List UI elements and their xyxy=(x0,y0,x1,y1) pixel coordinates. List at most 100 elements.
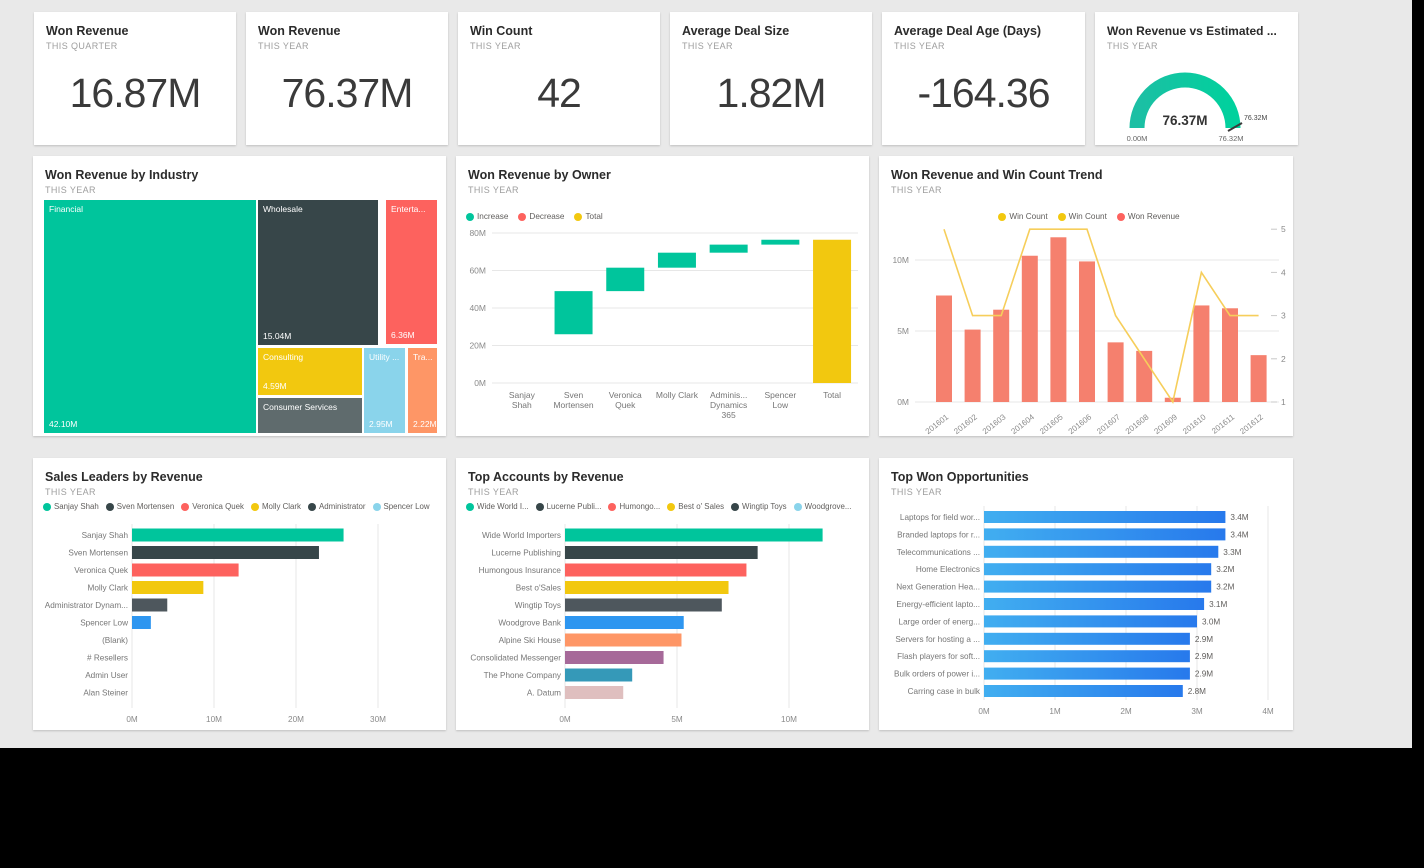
gauge-tile-won-vs-estimated[interactable]: Won Revenue vs Estimated ... THIS YEAR 7… xyxy=(1095,12,1298,145)
legend-item[interactable]: Wide World I... xyxy=(466,502,529,511)
bar[interactable] xyxy=(984,563,1212,576)
kpi-tile-won-revenue-quarter[interactable]: Won Revenue THIS QUARTER 16.87M xyxy=(34,12,236,145)
kpi-tile-average-deal-size[interactable]: Average Deal Size THIS YEAR 1.82M xyxy=(670,12,872,145)
x-category-label: Sanjay Shah xyxy=(509,390,536,410)
bar[interactable] xyxy=(565,616,684,629)
legend-item[interactable]: Administrator xyxy=(308,502,366,511)
bar[interactable] xyxy=(565,633,682,647)
kpi-value: 1.82M xyxy=(716,70,827,116)
combo-bar[interactable] xyxy=(1050,237,1067,402)
combo-bar[interactable] xyxy=(1222,308,1238,402)
combo-bar[interactable] xyxy=(1107,342,1124,402)
treemap-node[interactable]: Financial 42.10M xyxy=(44,200,256,433)
waterfall-bar[interactable] xyxy=(761,239,800,245)
legend-item[interactable]: Spencer Low xyxy=(372,502,430,511)
combo-bar[interactable] xyxy=(1079,261,1095,402)
combo-bar[interactable] xyxy=(1193,305,1210,402)
bar[interactable] xyxy=(984,615,1197,628)
legend-item[interactable]: Wingtip Toys xyxy=(731,502,787,511)
waterfall-bar[interactable] xyxy=(813,239,852,383)
legend-item[interactable]: Sven Mortensen xyxy=(105,502,174,511)
bar[interactable] xyxy=(565,581,729,594)
combo-bar[interactable] xyxy=(936,295,952,403)
waterfall-bar[interactable] xyxy=(554,291,593,335)
gauge-chart[interactable]: 76.37M 76.32M 0.00M 76.32M xyxy=(1101,52,1293,144)
gauge-max-label: 76.32M xyxy=(1218,134,1243,143)
treemap-node[interactable]: Utility ... 2.95M xyxy=(364,348,405,433)
legend-item[interactable]: Humongo... xyxy=(608,502,660,511)
bar-tile-sales-leaders[interactable]: Sales Leaders by Revenue THIS YEAR Sanja… xyxy=(33,458,446,730)
bar[interactable] xyxy=(984,511,1226,523)
waterfall-bar[interactable] xyxy=(709,244,748,253)
bar[interactable] xyxy=(565,686,624,699)
legend-item[interactable]: Molly Clark xyxy=(250,502,301,511)
bar-category-label: Bulk orders of power i... xyxy=(894,670,980,679)
legend-item[interactable]: Lucerne Publi... xyxy=(535,502,601,511)
x-tick-label: 3M xyxy=(1191,707,1203,716)
treemap-node[interactable]: Enterta... 6.36M xyxy=(386,200,437,344)
treemap-node[interactable]: Consulting 4.59M xyxy=(258,348,362,395)
waterfall-bar[interactable] xyxy=(657,252,696,268)
bar[interactable] xyxy=(984,632,1190,645)
legend-item[interactable]: Increase xyxy=(466,212,508,221)
bar[interactable] xyxy=(984,667,1190,680)
kpi-value: 42 xyxy=(537,70,582,116)
top-won-chart[interactable]: 0M 1M 2M 3M 4M Laptops for field wor... 3.4M Br… xyxy=(879,502,1293,728)
treemap-chart[interactable]: Financial 42.10M Wholesale 15.04M Enterta...… xyxy=(44,200,437,433)
legend-item[interactable]: Total xyxy=(574,212,603,221)
bar-category-label: Consolidated Messenger xyxy=(470,654,561,663)
bar-tile-top-won-opportunities[interactable]: Top Won Opportunities THIS YEAR 0M 1M 2M 3M… xyxy=(879,458,1293,730)
legend-item[interactable]: Win Count xyxy=(998,212,1048,221)
bar[interactable] xyxy=(565,528,823,542)
top-accounts-chart[interactable]: 0M 5M 10M Wide World Importers Lucerne Publi… xyxy=(456,518,869,730)
bar[interactable] xyxy=(132,563,239,577)
bar[interactable] xyxy=(984,580,1212,593)
legend-item[interactable]: Won Revenue xyxy=(1116,212,1180,221)
combo-bar[interactable] xyxy=(964,329,981,402)
bar[interactable] xyxy=(984,528,1226,541)
tile-title: Top Won Opportunities xyxy=(891,470,1029,484)
sales-leaders-chart[interactable]: 0M 10M 20M 30M Sanjay Shah Sven Mortensen Vero… xyxy=(33,518,446,730)
bar[interactable] xyxy=(565,651,664,664)
legend-item[interactable]: Sanjay Shah xyxy=(43,502,99,511)
waterfall-tile-won-revenue-by-owner[interactable]: Won Revenue by Owner THIS YEAR Increase D… xyxy=(456,156,869,436)
bar[interactable] xyxy=(984,650,1190,663)
combo-tile-won-revenue-win-count-trend[interactable]: Won Revenue and Win Count Trend THIS YEA… xyxy=(879,156,1293,436)
treemap-node[interactable]: Wholesale 15.04M xyxy=(258,200,378,345)
legend-item[interactable]: Win Count xyxy=(1057,212,1107,221)
legend-item[interactable]: Woodgrove... xyxy=(793,502,851,511)
kpi-tile-win-count[interactable]: Win Count THIS YEAR 42 xyxy=(458,12,660,145)
bar[interactable] xyxy=(565,563,747,577)
bar[interactable] xyxy=(565,668,633,682)
bar[interactable] xyxy=(984,545,1219,558)
waterfall-bar[interactable] xyxy=(606,267,645,292)
bar[interactable] xyxy=(565,546,758,559)
legend-item[interactable]: Veronica Quek xyxy=(181,502,244,511)
bar[interactable] xyxy=(984,598,1205,610)
combo-bar[interactable] xyxy=(993,309,1010,402)
bar[interactable] xyxy=(132,528,344,542)
treemap-node[interactable]: Tra... 2.22M xyxy=(408,348,437,433)
treemap-tile-won-revenue-by-industry[interactable]: Won Revenue by Industry THIS YEAR Financ… xyxy=(33,156,446,436)
bar[interactable] xyxy=(132,616,151,629)
treemap-node[interactable]: Consumer Services xyxy=(258,398,362,433)
tspan: Sven xyxy=(564,390,584,400)
legend-item[interactable]: Decrease xyxy=(518,212,564,221)
legend-item[interactable]: Best o' Sales xyxy=(667,502,724,511)
combo-bar[interactable] xyxy=(1250,355,1267,402)
combo-bar[interactable] xyxy=(1021,255,1038,402)
x-category-label: Molly Clark xyxy=(656,390,699,400)
bar-tile-top-accounts[interactable]: Top Accounts by Revenue THIS YEAR Wide W… xyxy=(456,458,869,730)
bar[interactable] xyxy=(565,598,722,612)
bar[interactable] xyxy=(132,598,168,612)
bar[interactable] xyxy=(132,546,319,559)
bar[interactable] xyxy=(984,685,1183,697)
y-tick-label: 0M xyxy=(474,378,486,388)
kpi-tile-won-revenue-year[interactable]: Won Revenue THIS YEAR 76.37M xyxy=(246,12,448,145)
bar-category-label: Wingtip Toys xyxy=(515,601,561,610)
waterfall-chart[interactable]: 0M 20M 40M 60M 80M Sanjay Shah Sven Mortensen Ver… xyxy=(456,226,869,431)
bar[interactable] xyxy=(132,581,204,594)
kpi-tile-average-deal-age[interactable]: Average Deal Age (Days) THIS YEAR -164.3… xyxy=(882,12,1085,145)
win-count-line[interactable] xyxy=(943,228,1259,405)
